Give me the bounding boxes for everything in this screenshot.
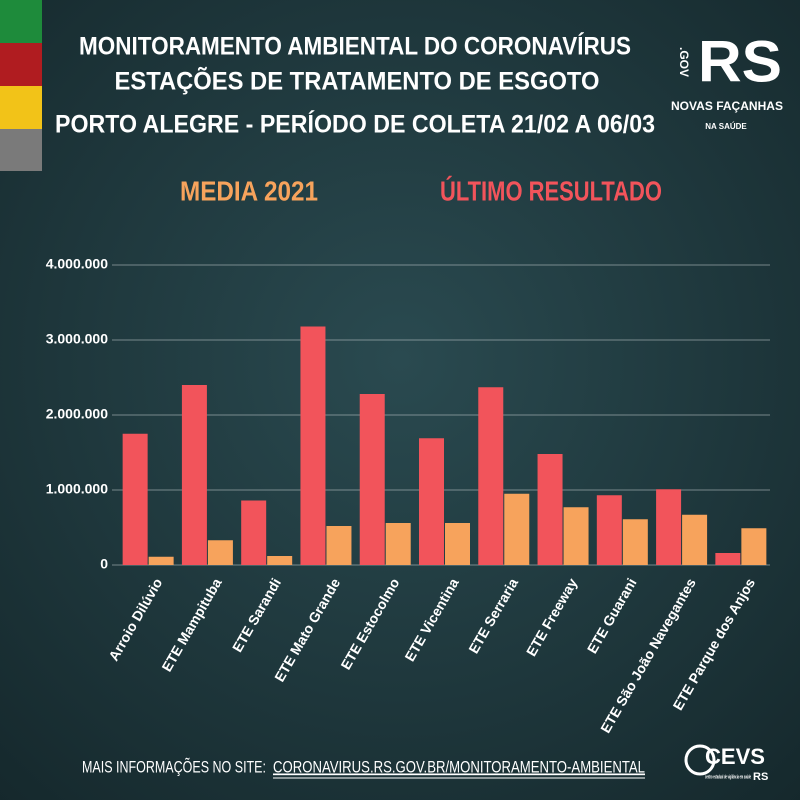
cevs-icon bbox=[684, 744, 716, 776]
y-tick-label: 1.000.000 bbox=[46, 481, 108, 497]
bar bbox=[326, 526, 352, 565]
footer-link[interactable]: CORONAVIRUS.RS.GOV.BR/MONITORAMENTO-AMBI… bbox=[273, 757, 645, 776]
y-tick-label: 0 bbox=[100, 556, 108, 572]
footer-text: MAIS INFORMAÇÕES NO SITE: bbox=[82, 757, 266, 776]
y-tick-label: 4.000.000 bbox=[46, 256, 108, 272]
legend-label: ÚLTIMO RESULTADO bbox=[440, 175, 662, 206]
flag-stripe bbox=[0, 129, 42, 171]
bar bbox=[537, 454, 563, 565]
bar bbox=[656, 489, 682, 565]
bar bbox=[300, 326, 326, 565]
bar bbox=[445, 523, 470, 565]
bar bbox=[359, 394, 385, 565]
flag-stripe bbox=[0, 43, 42, 86]
legend-label: MEDIA 2021 bbox=[180, 175, 318, 206]
bar bbox=[596, 495, 622, 565]
chart-title: ESTAÇÕES DE TRATAMENTO DE ESGOTO bbox=[115, 66, 600, 96]
logo-rs: RS bbox=[698, 29, 782, 94]
bar bbox=[419, 438, 444, 565]
bar bbox=[181, 385, 207, 565]
logo-gov: .GOV bbox=[677, 47, 691, 77]
bar bbox=[148, 556, 174, 565]
flag-stripe bbox=[0, 0, 42, 43]
chart-title: MONITORAMENTO AMBIENTAL DO CORONAVÍRUS bbox=[79, 32, 631, 61]
y-tick-label: 2.000.000 bbox=[46, 406, 108, 422]
bar bbox=[478, 387, 504, 565]
cevs-rs: RS bbox=[753, 771, 768, 783]
bar bbox=[385, 523, 411, 565]
bar bbox=[504, 493, 530, 565]
bar bbox=[122, 433, 148, 565]
bar bbox=[715, 553, 741, 565]
bar bbox=[741, 528, 767, 565]
bar bbox=[563, 507, 589, 565]
bar bbox=[241, 500, 267, 565]
bar bbox=[207, 540, 233, 565]
bar bbox=[622, 519, 648, 565]
bar bbox=[682, 514, 708, 565]
cevs-sub: centro estadual de vigilância em saúde bbox=[705, 774, 751, 780]
logo-slogan: NOVAS FAÇANHAS bbox=[671, 99, 783, 113]
y-tick-label: 3.000.000 bbox=[46, 331, 108, 347]
flag-stripe bbox=[0, 86, 42, 129]
logo-sub: NA SAÚDE bbox=[705, 122, 747, 131]
cevs-logo: CEVS bbox=[705, 744, 765, 769]
chart-title: PORTO ALEGRE - PERÍODO DE COLETA 21/02 A… bbox=[55, 110, 655, 139]
bar bbox=[267, 556, 293, 565]
